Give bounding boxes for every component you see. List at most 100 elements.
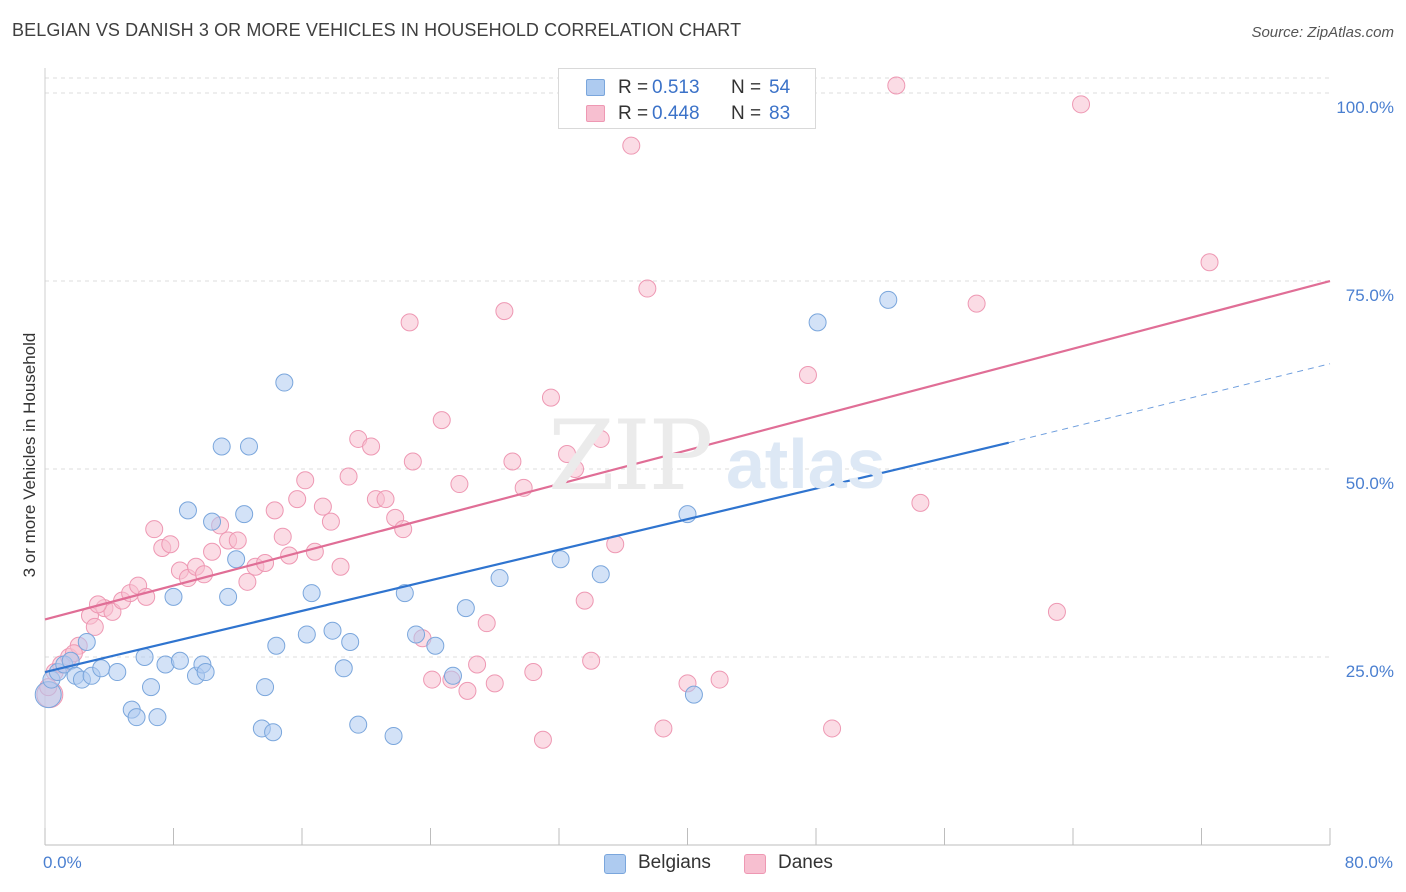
belgian-point (334, 659, 353, 678)
dane-point (710, 670, 729, 689)
belgian-point (275, 373, 294, 392)
dane-point (582, 651, 601, 670)
legend-n-label: N = (731, 77, 762, 98)
belgian-point (879, 290, 898, 309)
dane-point (533, 730, 552, 749)
belgian-point (127, 708, 146, 727)
belgians-swatch (604, 854, 626, 874)
x-axis (44, 68, 1331, 846)
dane-point (503, 452, 522, 471)
dane-point (575, 591, 594, 610)
belgian-point (212, 437, 231, 456)
dane-point (265, 501, 284, 520)
dane-point (85, 617, 104, 636)
belgian-point (227, 550, 246, 569)
dane-point (622, 136, 641, 155)
legend-r-value: 0.448 (652, 103, 700, 124)
dane-point (911, 493, 930, 512)
belgians-trend-line (44, 441, 1010, 674)
belgian-point (551, 550, 570, 569)
dane-point (558, 444, 577, 463)
belgian-point (164, 587, 183, 606)
legend-row-danes: R = 0.448 N = 83 (559, 101, 815, 127)
danes-swatch (586, 105, 605, 122)
dane-point (161, 535, 180, 554)
legend-n-label: N = (731, 103, 762, 124)
belgian-point (407, 625, 426, 644)
dane-point (458, 681, 477, 700)
belgian-point (196, 663, 215, 682)
grid-lines (45, 77, 1330, 658)
legend-label-danes: Danes (778, 852, 833, 873)
dane-point (823, 719, 842, 738)
belgian-point (77, 632, 96, 651)
dane-point (296, 471, 315, 490)
dane-point (432, 411, 451, 430)
belgian-point (490, 569, 509, 588)
belgians-points (34, 290, 898, 745)
y-tick-label-25: 25.0% (1345, 662, 1394, 681)
belgian-point (264, 723, 283, 742)
dane-point (887, 76, 906, 95)
legend-row-belgians: R = 0.513 N = 54 (559, 75, 815, 101)
dane-point (967, 294, 986, 313)
belgian-point (235, 505, 254, 524)
dane-point (654, 719, 673, 738)
belgian-point (297, 625, 316, 644)
chart-source: Source: ZipAtlas.com (1251, 24, 1394, 41)
belgian-point (443, 666, 462, 685)
dane-point (376, 490, 395, 509)
belgians-trend-extension (1008, 363, 1331, 444)
belgian-point (323, 621, 342, 640)
series-legend: Belgians Danes (0, 852, 1406, 878)
belgian-point (135, 648, 154, 667)
x-tick-label-max: 80.0% (1344, 853, 1393, 872)
belgian-point (239, 437, 258, 456)
dane-point (273, 527, 292, 546)
dane-point (195, 565, 214, 584)
dane-point (339, 467, 358, 486)
dane-point (403, 452, 422, 471)
dane-point (321, 512, 340, 531)
dane-point (495, 302, 514, 321)
y-tick-label-100: 100.0% (1336, 98, 1394, 118)
dane-point (798, 366, 817, 385)
danes-trend-line (44, 279, 1331, 621)
dane-point (145, 520, 164, 539)
belgian-point (456, 599, 475, 618)
dane-point (450, 475, 469, 494)
belgian-point (148, 708, 167, 727)
dane-point (524, 663, 543, 682)
y-tick-label-50: 50.0% (1345, 474, 1394, 494)
dane-point (400, 313, 419, 332)
belgian-point (92, 659, 111, 678)
danes-swatch (744, 854, 766, 874)
dane-point (331, 557, 350, 576)
belgian-point (349, 715, 368, 734)
dane-point (477, 614, 496, 633)
dane-point (1072, 95, 1091, 114)
belgian-point (203, 512, 222, 531)
dane-point (238, 572, 257, 591)
belgians-swatch (586, 79, 605, 96)
chart-title: BELGIAN VS DANISH 3 OR MORE VEHICLES IN … (12, 20, 742, 40)
legend-r-value: 0.513 (652, 77, 700, 98)
belgian-point (142, 678, 161, 697)
belgian-point (808, 313, 827, 332)
dane-point (228, 531, 247, 550)
stats-legend: R = 0.513 N = 54 R = 0.448 N = 83 (558, 68, 816, 129)
belgian-point (591, 565, 610, 584)
belgian-point (384, 726, 403, 745)
legend-r-label: R = (618, 103, 649, 124)
dane-point (566, 460, 585, 479)
legend-r-label: R = (618, 77, 649, 98)
x-tick-label-min: 0.0% (43, 853, 82, 872)
belgian-point (426, 636, 445, 655)
belgian-point (395, 584, 414, 603)
danes-points (36, 76, 1219, 749)
belgian-point (684, 685, 703, 704)
dane-point (423, 670, 442, 689)
belgian-point (302, 584, 321, 603)
y-axis-title: 3 or more Vehicles in Household (20, 332, 39, 578)
